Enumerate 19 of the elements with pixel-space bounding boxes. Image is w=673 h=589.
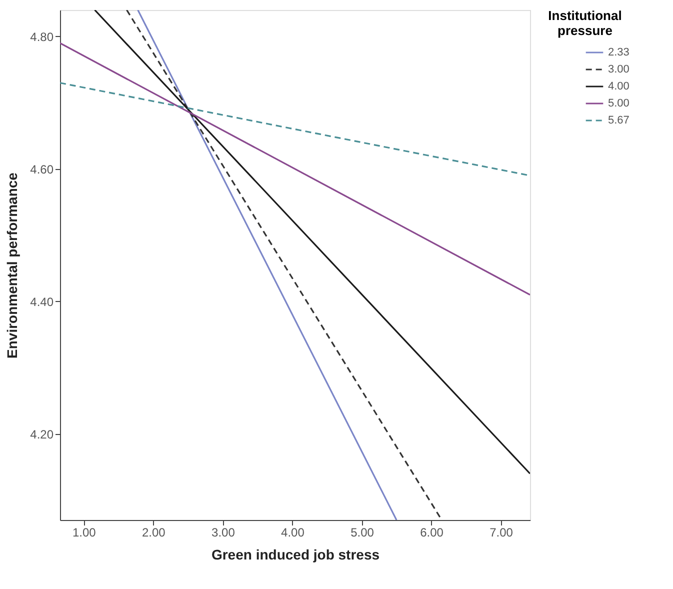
- x-tick-label: 5.00: [350, 526, 374, 540]
- y-tick-label: 4.20: [30, 427, 54, 442]
- x-tick-label: 7.00: [490, 526, 514, 540]
- legend-title: Institutional pressure: [548, 8, 622, 38]
- legend-label: 3.00: [608, 64, 630, 76]
- x-axis-title: Green induced job stress: [211, 546, 380, 562]
- x-tick-label: 2.00: [142, 526, 166, 540]
- legend-label: 5.67: [608, 114, 630, 126]
- x-tick-label: 4.00: [281, 526, 305, 540]
- x-tick-label: 1.00: [72, 526, 96, 540]
- legend-label: 2.33: [608, 46, 630, 58]
- y-tick-label: 4.80: [30, 30, 54, 44]
- x-tick-label: 6.00: [420, 526, 444, 540]
- x-tick-label: 3.00: [212, 526, 236, 540]
- y-tick-label: 4.40: [30, 294, 54, 309]
- y-axis-title: Environmental performance: [4, 172, 20, 358]
- legend-label: 4.00: [608, 80, 630, 92]
- y-tick-label: 4.60: [30, 162, 54, 176]
- legend-label: 5.00: [608, 98, 630, 110]
